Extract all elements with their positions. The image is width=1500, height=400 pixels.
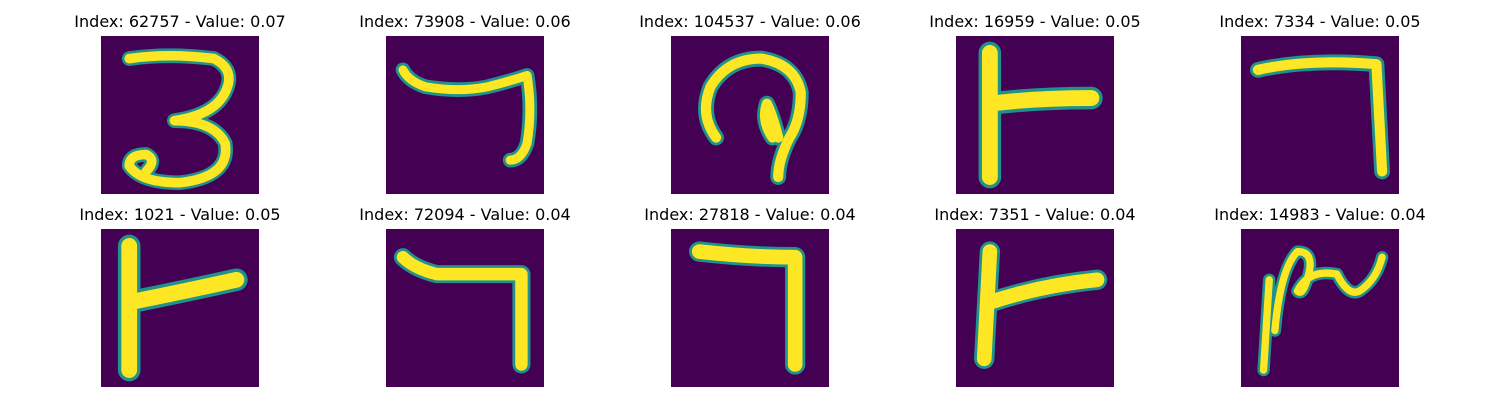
panel-title: Index: 62757 - Value: 0.07	[74, 12, 286, 31]
panel-9: Index: 7351 - Value: 0.04	[905, 205, 1165, 395]
panel-title: Index: 7334 - Value: 0.05	[1219, 12, 1421, 31]
panel-8: Index: 27818 - Value: 0.04	[620, 205, 880, 395]
digit-image	[1241, 229, 1399, 387]
panel-5: Index: 7334 - Value: 0.05	[1190, 12, 1450, 202]
panel-title: Index: 16959 - Value: 0.05	[929, 12, 1141, 31]
panel-title: Index: 72094 - Value: 0.04	[359, 205, 571, 224]
panel-7: Index: 72094 - Value: 0.04	[335, 205, 595, 395]
panel-4: Index: 16959 - Value: 0.05	[905, 12, 1165, 202]
digit-image	[386, 229, 544, 387]
digit-image	[386, 36, 544, 194]
digit-image	[1241, 36, 1399, 194]
panel-6: Index: 1021 - Value: 0.05	[50, 205, 310, 395]
panel-10: Index: 14983 - Value: 0.04	[1190, 205, 1450, 395]
panel-1: Index: 62757 - Value: 0.07	[50, 12, 310, 202]
digit-image	[101, 229, 259, 387]
digit-image	[956, 229, 1114, 387]
digit-image	[671, 36, 829, 194]
digit-image	[671, 229, 829, 387]
panel-2: Index: 73908 - Value: 0.06	[335, 12, 595, 202]
digit-image	[956, 36, 1114, 194]
panel-title: Index: 7351 - Value: 0.04	[934, 205, 1136, 224]
digit-image	[101, 36, 259, 194]
panel-title: Index: 73908 - Value: 0.06	[359, 12, 571, 31]
panel-title: Index: 14983 - Value: 0.04	[1214, 205, 1426, 224]
panel-title: Index: 1021 - Value: 0.05	[79, 205, 281, 224]
panel-3: Index: 104537 - Value: 0.06	[620, 12, 880, 202]
panel-title: Index: 104537 - Value: 0.06	[639, 12, 861, 31]
panel-title: Index: 27818 - Value: 0.04	[644, 205, 856, 224]
